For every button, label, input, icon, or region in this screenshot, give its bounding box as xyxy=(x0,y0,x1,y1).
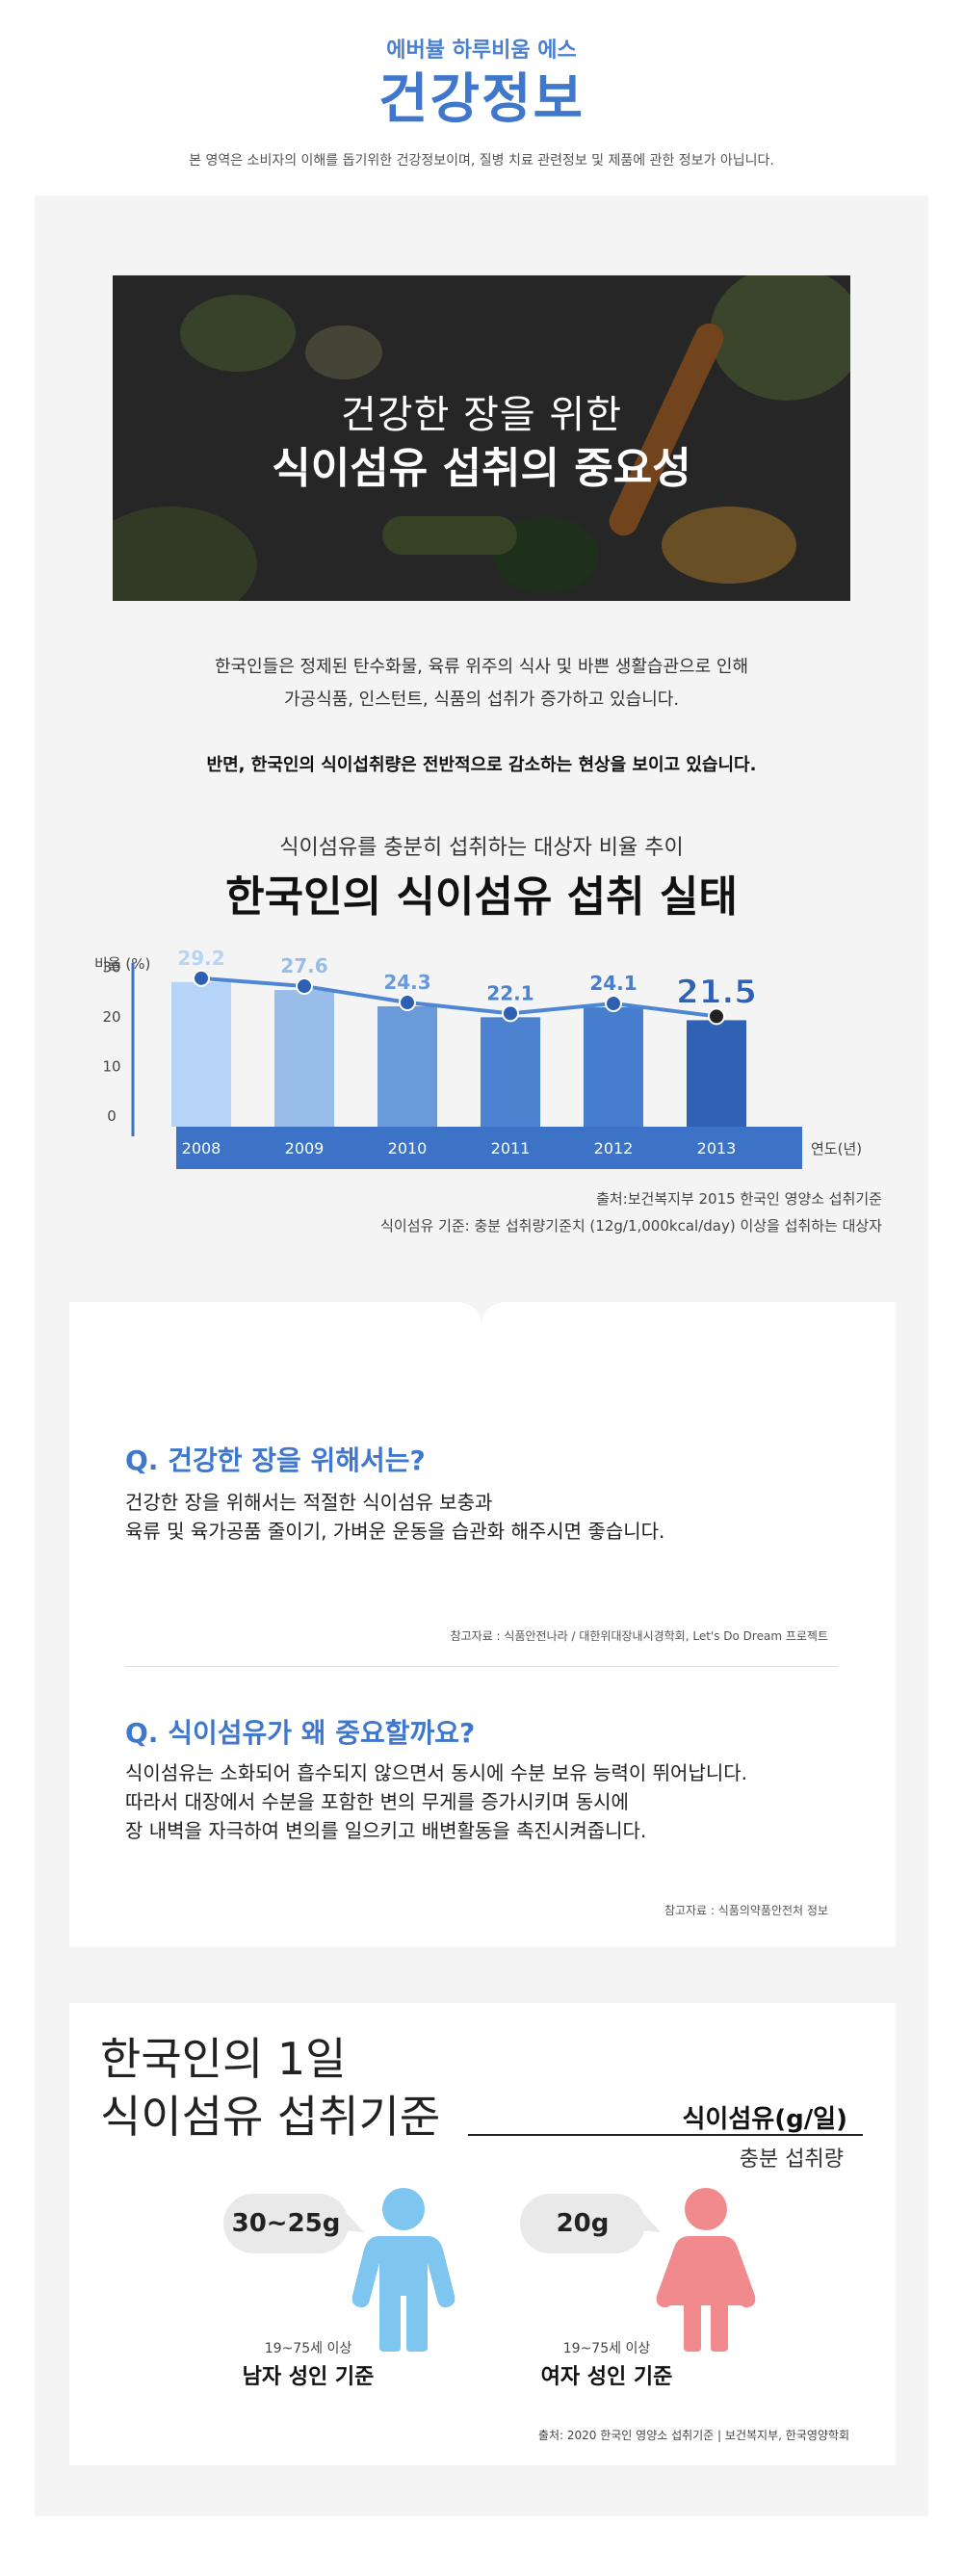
bar-2008 xyxy=(171,981,231,1127)
male-label: 남자 성인 기준 xyxy=(242,2365,375,2389)
x-tick-label: 2008 xyxy=(182,1139,221,1158)
answer-2-reference: 참고자료 : 식품의약품안전처 정보 xyxy=(664,1904,828,1917)
bar-2009 xyxy=(274,990,334,1127)
male-bubble-tail xyxy=(343,2209,364,2232)
page-title: 건강정보 xyxy=(377,68,586,131)
standard-sub-label: 충분 섭취량 xyxy=(739,2147,844,2172)
hero-heading: 식이섬유 섭취의 중요성 xyxy=(272,444,691,493)
answer-1-reference: 참고자료 : 식품안전나라 / 대한위대장내시경학회, Let's Do Dre… xyxy=(450,1629,828,1643)
chart-title: 한국인의 식이섬유 섭취 실태 xyxy=(225,872,738,922)
answer-2-line-1: 식이섬유는 소화되어 흡수되지 않으면서 동시에 수분 보유 능력이 뛰어납니다… xyxy=(125,1761,748,1784)
y-tick-label: 0 xyxy=(107,1107,117,1125)
standard-underline xyxy=(468,2134,863,2136)
male-amount-bubble: 30~25g xyxy=(223,2194,349,2253)
female-age-range: 19~75세 이상 xyxy=(562,2341,651,2356)
data-label-2011: 22.1 xyxy=(486,981,534,1004)
chart-subtitle: 식이섬유를 충분히 섭취하는 대상자 비율 추이 xyxy=(279,836,684,860)
bar-2011 xyxy=(481,1017,540,1127)
qa-card xyxy=(69,1302,896,1947)
card-notch xyxy=(453,1302,510,1327)
intro-emphasis: 반면, 한국인의 식이섭취량은 전반적으로 감소하는 현상을 보이고 있습니다. xyxy=(206,755,757,775)
question-1-heading: Q. 건강한 장을 위해서는? xyxy=(125,1444,426,1476)
y-tick-label: 30 xyxy=(102,959,120,976)
female-bubble-tail xyxy=(639,2209,661,2232)
male-age-range: 19~75세 이상 xyxy=(264,2341,352,2356)
bar-2012 xyxy=(584,1007,643,1127)
hero-banner xyxy=(113,275,850,601)
answer-2-text: 식이섬유는 소화되어 흡수되지 않으면서 동시에 수분 보유 능력이 뛰어납니다… xyxy=(125,1758,747,1845)
y-tick-label: 10 xyxy=(102,1058,120,1076)
x-tick-label: 2010 xyxy=(388,1139,428,1158)
x-tick-label: 2011 xyxy=(491,1139,531,1158)
data-point-2011 xyxy=(502,1004,519,1023)
chart-source: 출처:보건복지부 2015 한국인 영양소 섭취기준 xyxy=(596,1190,882,1208)
answer-2-line-2: 따라서 대장에서 수분을 포함한 변의 무게를 증가시키며 동시에 xyxy=(125,1790,629,1813)
intro-line-1: 한국인들은 정제된 탄수화물, 육류 위주의 식사 및 바쁜 생활습관으로 인해 xyxy=(214,657,748,677)
answer-1-line-2: 육류 및 육가공품 줄이기, 가벼운 운동을 습관화 해주시면 좋습니다. xyxy=(125,1520,665,1543)
standard-title: 한국인의 1일 식이섬유 섭취기준 xyxy=(100,2030,440,2146)
answer-2-line-3: 장 내벽을 자극하여 변의를 일으키고 배변활동을 촉진시켜줍니다. xyxy=(125,1819,647,1842)
x-tick-label: 2013 xyxy=(697,1139,737,1158)
data-point-2009 xyxy=(296,977,313,996)
data-label-2013: 21.5 xyxy=(676,973,757,1011)
disclaimer-text: 본 영역은 소비자의 이해를 돕기위한 건강정보이며, 질병 치료 관련정보 및… xyxy=(189,153,774,169)
bar-2010 xyxy=(377,1006,437,1127)
intro-paragraph: 한국인들은 정제된 탄수화물, 육류 위주의 식사 및 바쁜 생활습관으로 인해… xyxy=(0,651,963,716)
data-label-2010: 24.3 xyxy=(383,971,430,994)
intro-line-2: 가공식품, 인스턴트, 식품의 섭취가 증가하고 있습니다. xyxy=(283,690,680,710)
hero-subheading: 건강한 장을 위한 xyxy=(340,393,623,437)
intake-standard-card xyxy=(69,2003,896,2465)
data-label-2012: 24.1 xyxy=(589,972,637,995)
data-point-2012 xyxy=(605,995,622,1013)
female-label: 여자 성인 기준 xyxy=(540,2365,673,2389)
data-label-2009: 27.6 xyxy=(280,954,327,977)
qa-divider xyxy=(125,1666,838,1667)
question-2-heading: Q. 식이섬유가 왜 중요할까요? xyxy=(125,1717,476,1749)
fiber-intake-bar-chart: 비율 (%) 0 10 20 30 2008 2009 2010 2011 2012 2013 연도(… xyxy=(94,947,862,1169)
standard-unit: 식이섬유(g/일) xyxy=(682,2105,847,2134)
x-axis-label: 연도(년) xyxy=(811,1140,862,1158)
brand-subtitle: 에버뷸 하루비움 에스 xyxy=(386,39,577,63)
answer-1-text: 건강한 장을 위해서는 적절한 식이섬유 보충과 육류 및 육가공품 줄이기, … xyxy=(125,1488,664,1546)
standard-source: 출처: 2020 한국인 영양소 섭취기준 | 보건복지부, 한국영양학회 xyxy=(537,2429,849,2442)
trend-line xyxy=(200,976,717,1019)
bar-2013 xyxy=(687,1020,746,1127)
data-label-2008: 29.2 xyxy=(177,947,224,970)
male-figure-icon xyxy=(351,2188,455,2352)
female-amount-bubble: 20g xyxy=(520,2194,645,2253)
data-point-2013 xyxy=(708,1007,725,1026)
x-tick-label: 2012 xyxy=(594,1139,634,1158)
standard-title-line-2: 식이섬유 섭취기준 xyxy=(100,2091,441,2143)
y-tick-label: 20 xyxy=(102,1008,120,1026)
standard-title-line-1: 한국인의 1일 xyxy=(100,2033,347,2085)
vegetables-background-image xyxy=(113,275,850,601)
data-point-2010 xyxy=(399,994,416,1012)
answer-1-line-1: 건강한 장을 위해서는 적절한 식이섬유 보충과 xyxy=(125,1491,493,1514)
chart-criteria: 식이섬유 기준: 충분 섭취량기준치 (12g/1,000kcal/day) 이… xyxy=(380,1217,882,1235)
y-axis-label: 비율 (%) xyxy=(94,955,150,973)
female-figure-icon xyxy=(656,2188,756,2352)
data-point-2008 xyxy=(193,969,210,987)
x-tick-label: 2009 xyxy=(285,1139,325,1158)
x-axis-band xyxy=(176,1127,802,1169)
